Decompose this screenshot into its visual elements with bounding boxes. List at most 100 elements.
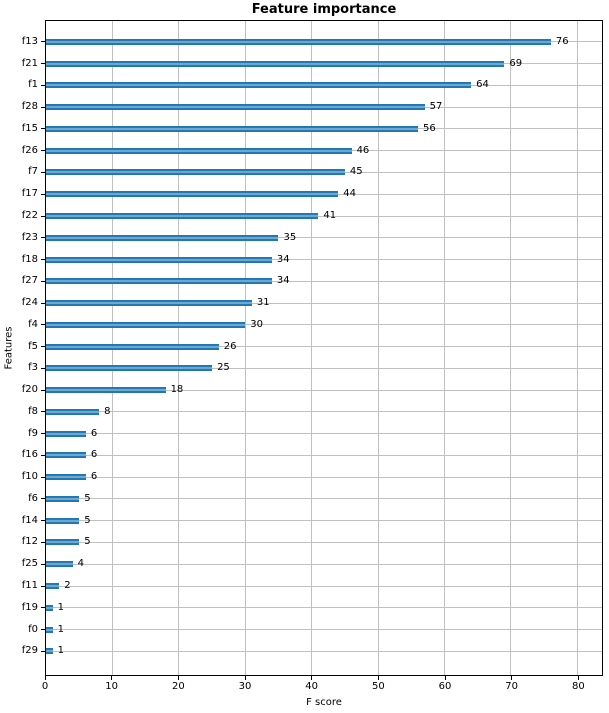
bar [46,430,86,437]
y-tick-label: f6 [28,492,38,504]
bar-row: f24 31 [22,292,602,314]
y-tick-label: f20 [21,384,38,396]
horizontal-gridline [46,324,602,326]
value-label: 45 [349,166,363,178]
bar-row: f21 69 [22,53,602,75]
horizontal-gridline [46,585,602,587]
bar [46,408,100,415]
y-tick-mark [41,563,45,565]
horizontal-gridline [46,607,602,609]
bar-rows: f13 76 f21 69 f1 64 f28 57 f15 56 f26 46 f7 45 f17 44 f2… [22,21,602,675]
y-tick-mark [41,128,45,130]
bar [46,648,53,655]
value-label: 26 [223,340,237,352]
horizontal-gridline [46,498,602,500]
y-tick-label: f21 [21,57,38,69]
bar-row: f17 44 [22,183,602,205]
y-tick-mark [41,607,45,609]
bar-row: f4 30 [28,314,602,336]
y-tick-mark [41,63,45,65]
vertical-gridline [377,21,379,675]
horizontal-gridline [46,541,602,543]
horizontal-gridline [46,259,602,261]
y-tick-mark [41,629,45,631]
bar-row: f20 18 [22,379,602,401]
value-label: 1 [57,645,65,657]
bar-row: f19 1 [22,597,602,619]
y-tick-label: f3 [28,362,38,374]
horizontal-gridline [46,346,602,348]
bar-row: f22 41 [22,205,602,227]
vertical-gridline [576,21,578,675]
y-tick-label: f11 [21,580,38,592]
bar-row: f8 8 [28,401,602,423]
y-tick-mark [41,498,45,500]
y-tick-label: f10 [21,471,38,483]
value-label: 34 [276,275,290,287]
y-tick-label: f15 [21,122,38,134]
value-label: 57 [429,101,443,113]
y-tick-mark [41,193,45,195]
y-tick-label: f19 [21,601,38,613]
value-label: 6 [90,471,98,483]
bar [46,300,252,307]
y-tick-label: f14 [21,514,38,526]
horizontal-gridline [46,563,602,565]
bar [46,452,86,459]
x-tick-mark [111,676,113,680]
bar [46,626,53,633]
bar [46,169,345,176]
y-tick-mark [41,280,45,282]
value-label: 1 [57,623,65,635]
bar [46,38,551,45]
value-label: 5 [84,536,91,548]
y-tick-label: f1 [28,79,38,91]
value-label: 6 [90,449,98,461]
y-tick-mark [41,476,45,478]
x-tick-mark [577,676,579,680]
bar [46,517,80,524]
horizontal-gridline [46,520,602,522]
value-label: 44 [343,188,357,200]
bar [46,147,352,154]
value-label: 4 [77,558,84,570]
y-tick-mark [41,346,45,348]
y-tick-mark [41,433,45,435]
vertical-gridline [311,21,313,675]
x-tick-mark [177,676,179,680]
horizontal-gridline [46,433,602,435]
y-tick-mark [41,520,45,522]
bar-row: f25 4 [22,553,602,575]
y-tick-mark [41,302,45,304]
y-tick-mark [41,454,45,456]
bar-row: f12 5 [22,532,602,554]
y-tick-label: f28 [21,101,38,113]
x-tick-mark [377,676,379,680]
bar [46,213,319,219]
bar-row: f11 2 [22,575,602,597]
horizontal-gridline [46,237,602,239]
bar [46,365,213,372]
value-label: 64 [476,79,489,91]
bar-row: f14 5 [22,510,602,532]
y-tick-label: f18 [21,253,38,265]
x-tick-label: 80 [571,681,585,692]
value-label: 46 [356,144,370,156]
chart-title: Feature importance [251,2,397,17]
horizontal-gridline [46,215,602,217]
vertical-gridline [244,21,246,675]
bar [46,321,246,328]
y-tick-label: f9 [28,427,38,439]
horizontal-gridline [46,476,602,478]
y-tick-label: f13 [21,35,38,47]
bar-row: f28 57 [22,96,602,118]
bar-row: f0 1 [28,619,602,641]
x-tick-label: 50 [371,681,385,692]
value-label: 6 [90,427,98,439]
value-label: 56 [422,122,436,134]
y-tick-label: f27 [21,275,38,287]
value-label: 69 [509,57,523,69]
y-tick-label: f0 [28,623,38,635]
bar-row: f13 76 [22,31,602,53]
